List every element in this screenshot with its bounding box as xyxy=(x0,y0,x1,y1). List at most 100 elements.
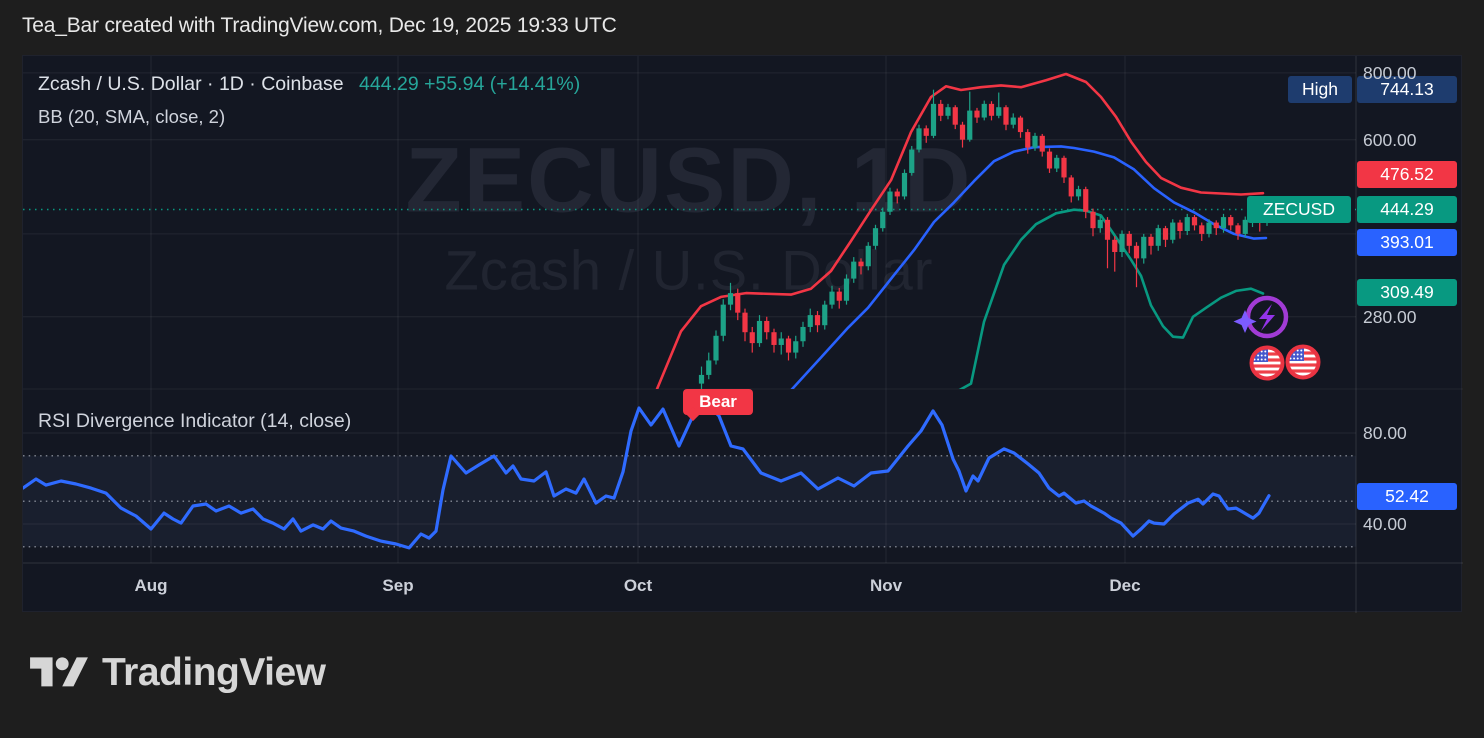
candle-body xyxy=(923,128,929,136)
last-price: 444.29 xyxy=(359,73,419,95)
candle-body xyxy=(843,278,850,301)
candle-body xyxy=(1177,222,1183,232)
candle-body xyxy=(749,332,755,344)
candle-body xyxy=(1025,132,1031,148)
candle-body xyxy=(938,103,944,116)
candle-body xyxy=(1083,189,1089,212)
candle-body xyxy=(756,320,763,344)
candle-body xyxy=(713,335,719,361)
candle-body xyxy=(1133,245,1140,259)
candle-body xyxy=(1228,217,1234,226)
candle-body xyxy=(1184,217,1190,232)
candle-body xyxy=(1126,233,1132,246)
candle-body xyxy=(836,291,842,301)
high-marker-value: 744.13 xyxy=(1357,75,1457,103)
indicator-legend-rsi[interactable]: RSI Divergence Indicator (14, close) xyxy=(38,410,352,432)
time-axis-label: Oct xyxy=(623,576,653,595)
symbol-title[interactable]: Zcash / U.S. Dollar · 1D · Coinbase xyxy=(38,73,344,95)
price-scale-tick-label: 40.00 xyxy=(1363,514,1407,534)
bb-lower-band xyxy=(958,208,1265,389)
price-scale-tick-label: 600.00 xyxy=(1363,130,1417,150)
candle-body xyxy=(807,315,813,327)
candle-body xyxy=(1090,211,1096,229)
high-marker-label: High xyxy=(1288,75,1352,103)
candle-body xyxy=(1112,239,1118,253)
candle-body xyxy=(901,172,908,197)
candle-body xyxy=(1046,151,1053,169)
time-axis-label: Sep xyxy=(382,576,414,595)
candle-body xyxy=(1141,236,1147,259)
symbol-header[interactable]: Zcash / U.S. Dollar · 1D · Coinbase 444.… xyxy=(38,73,580,96)
candle-body xyxy=(1068,177,1074,197)
price-scale-badge: 476.52 xyxy=(1357,160,1457,188)
chart-plot[interactable] xyxy=(23,56,1463,613)
candle-body xyxy=(800,326,806,342)
rsi-band xyxy=(23,455,1356,547)
candle-body xyxy=(727,293,734,305)
candle-body xyxy=(1148,236,1154,246)
candle-body xyxy=(916,128,922,150)
candle-body xyxy=(698,374,705,384)
candle-body xyxy=(1032,135,1038,148)
attribution-bar: Tea_Bar created with TradingView.com, De… xyxy=(22,14,617,37)
candle-body xyxy=(974,110,980,118)
candle-body xyxy=(829,291,835,305)
candle-body xyxy=(1213,222,1219,229)
candlestick-series xyxy=(698,89,1270,389)
candle-body xyxy=(930,103,937,136)
bb-middle-band xyxy=(790,145,1268,389)
candle-body xyxy=(851,261,857,279)
bb-upper-band xyxy=(655,72,1265,389)
chart-panel[interactable]: ZECUSD, 1D Zcash / U.S. Dollar Zcash / U… xyxy=(22,55,1463,613)
tradingview-attribution-logo[interactable]: TradingView xyxy=(30,648,326,698)
candle-body xyxy=(996,107,1002,116)
candle-body xyxy=(1220,217,1227,229)
candle-body xyxy=(1003,107,1009,125)
candle-body xyxy=(1191,217,1198,226)
candle-body xyxy=(959,124,966,140)
us-flag-coin-back-icon xyxy=(1285,344,1321,380)
indicator-legend-bb[interactable]: BB (20, SMA, close, 2) xyxy=(38,106,226,127)
price-scale-tick-label: 800.00 xyxy=(1363,63,1417,83)
candle-body xyxy=(909,149,915,173)
grid-lines xyxy=(23,56,1356,563)
candle-body xyxy=(814,315,821,326)
candle-body xyxy=(793,341,799,353)
candle-body xyxy=(945,107,951,116)
candle-body xyxy=(872,228,879,246)
price-scale-badge: 52.42 xyxy=(1357,482,1457,510)
candle-body xyxy=(1017,117,1024,133)
candle-body xyxy=(1242,219,1248,234)
candle-body xyxy=(1235,225,1241,234)
time-axis-label: Aug xyxy=(134,576,168,595)
price-scale-tick-label: 280.00 xyxy=(1363,307,1417,327)
candle-body xyxy=(822,304,828,326)
candle-body xyxy=(771,332,777,345)
candle-body xyxy=(1054,157,1060,169)
tradingview-logo-text: TradingView xyxy=(102,651,326,694)
candle-body xyxy=(967,110,973,140)
candle-body xyxy=(981,103,987,118)
candle-body xyxy=(887,191,893,212)
candle-body xyxy=(1162,228,1169,240)
candle-body xyxy=(735,293,741,313)
candle-body xyxy=(1199,225,1205,234)
candle-body xyxy=(706,360,712,375)
candle-body xyxy=(742,312,748,333)
lightning-bolt-icon xyxy=(1259,304,1275,331)
candle-body xyxy=(720,304,726,336)
candle-body xyxy=(880,211,886,229)
candle-body xyxy=(858,261,864,267)
candle-body xyxy=(785,338,792,353)
price-scale-tick-label: 80.00 xyxy=(1363,423,1407,443)
candle-body xyxy=(988,103,995,116)
symbol-price-tag: ZECUSD xyxy=(1247,195,1351,229)
candle-body xyxy=(778,338,784,345)
time-axis-label: Nov xyxy=(869,576,903,595)
sparkle-icon xyxy=(1233,310,1257,333)
bear-divergence-label: Bear xyxy=(683,389,753,422)
candle-body xyxy=(1075,189,1082,197)
price-scale-badge: 393.01 xyxy=(1357,228,1457,256)
candle-body xyxy=(1119,233,1125,253)
